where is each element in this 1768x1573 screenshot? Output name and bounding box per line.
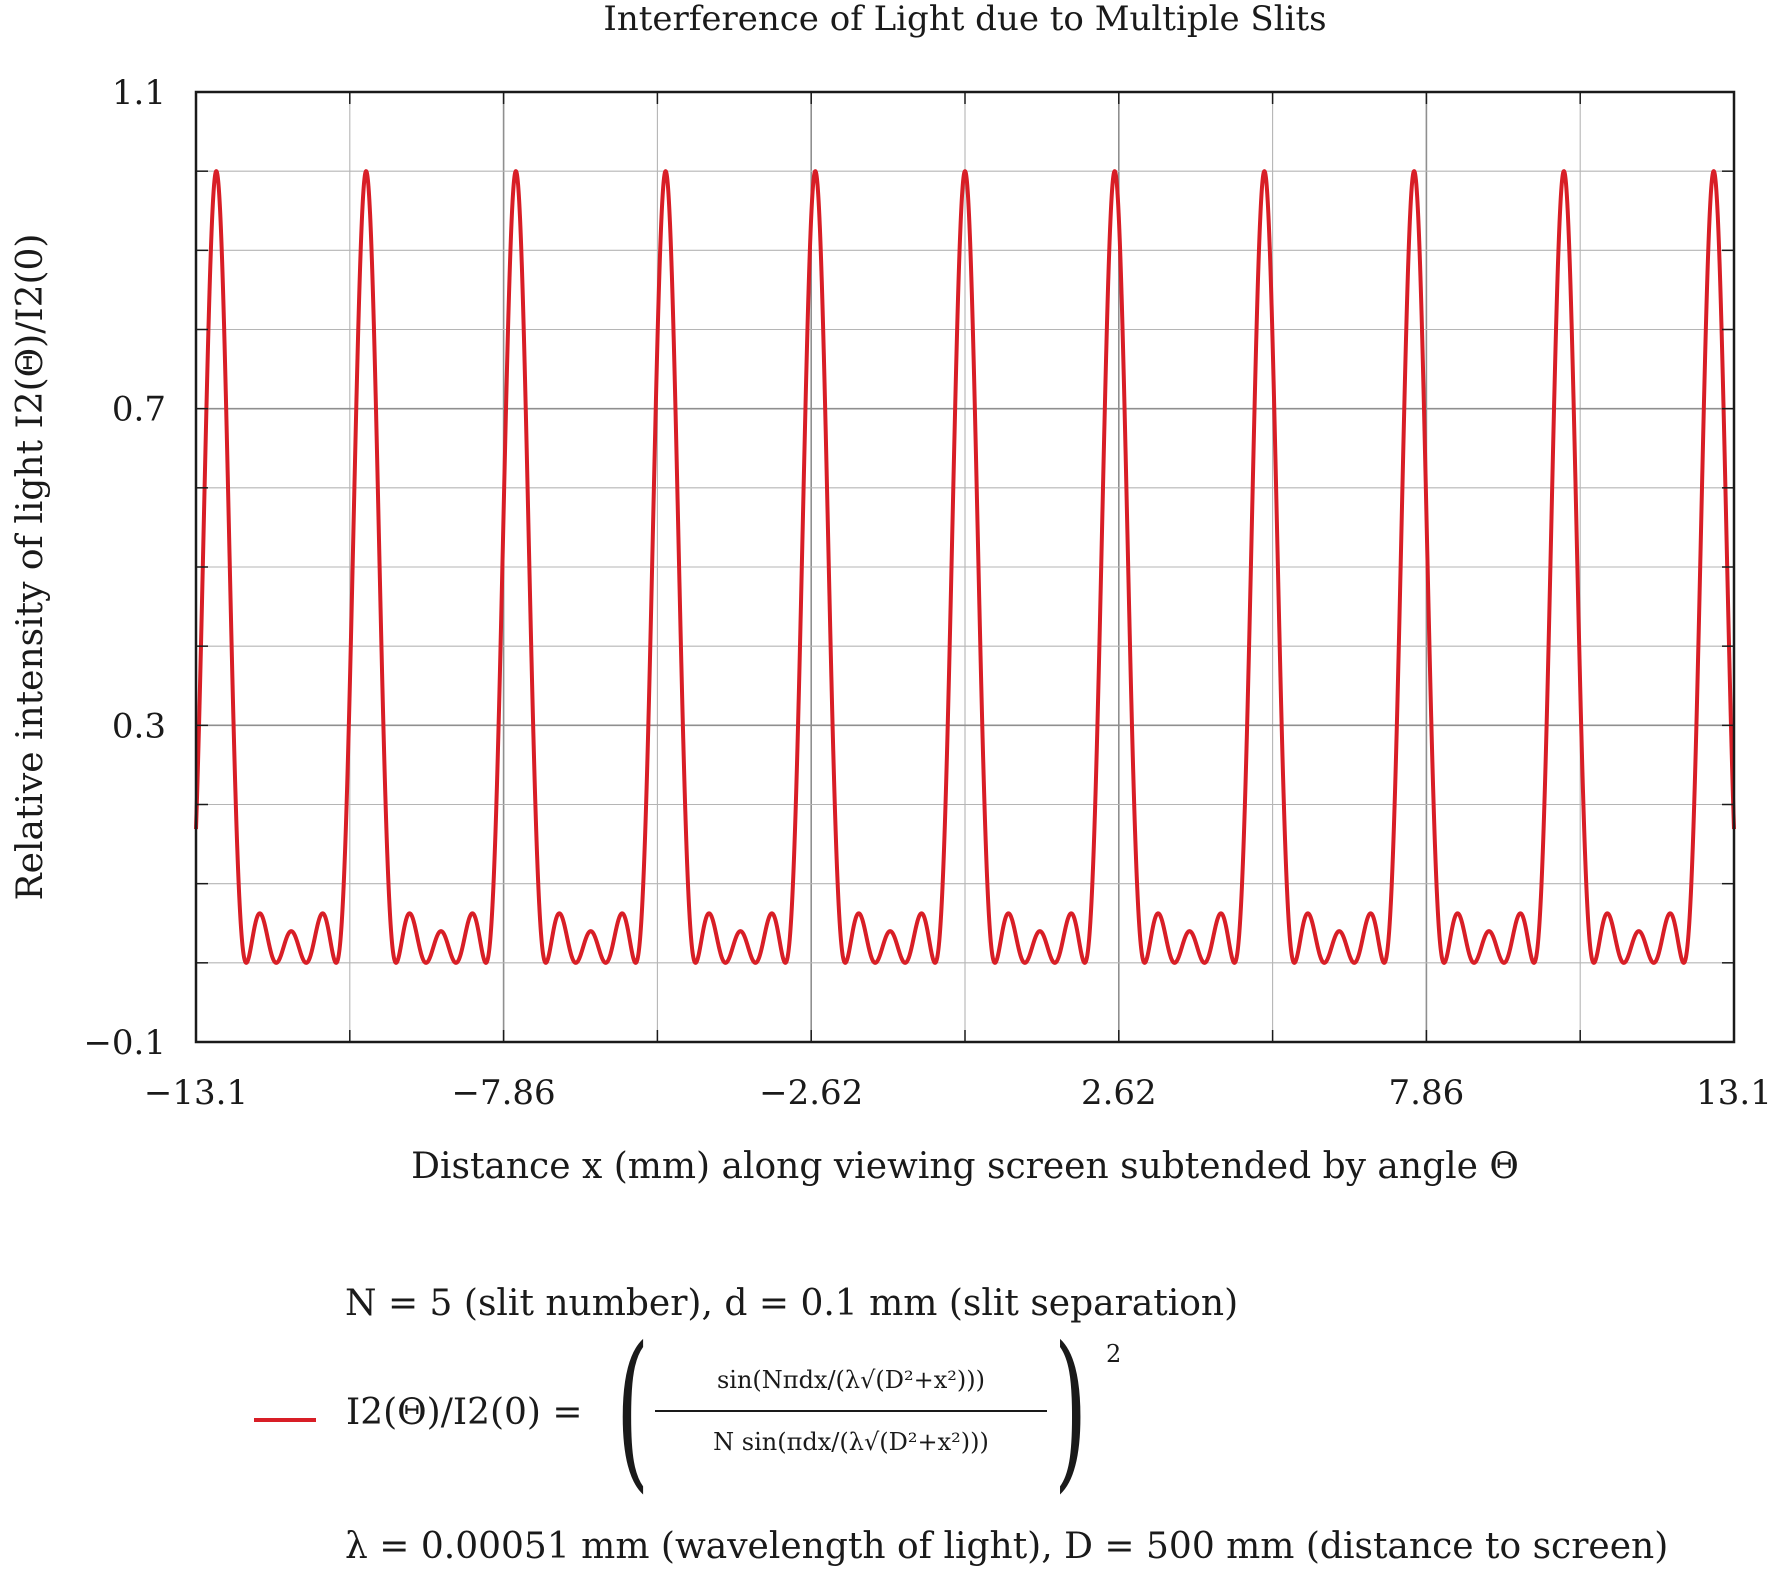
chart-title: Interference of Light due to Multiple Sl… [603,0,1326,39]
legend-numerator: sin(Nπdx/(λ√(D²+x²))) [716,1366,986,1394]
y-tick-label: −0.1 [83,1023,166,1063]
x-tick-label: −2.62 [759,1073,863,1113]
x-tick-label: 2.62 [1081,1073,1157,1113]
legend-entry: I2(Θ)/I2(0) = ( sin(Nπdx/(λ√(D²+x²))) N … [254,1325,1154,1500]
x-axis-label: Distance x (mm) along viewing screen sub… [411,1146,1519,1187]
series-group [194,169,1736,965]
left-paren-icon: ( [616,1311,650,1509]
legend-fraction: sin(Nπdx/(λ√(D²+x²))) N sin(πdx/(λ√(D²+x… [655,1350,1047,1472]
x-tick-label: 7.86 [1389,1073,1465,1113]
legend-formula-lhs: I2(Θ)/I2(0) = [346,1392,583,1433]
y-tick-label: 0.7 [112,390,166,430]
y-axis-label: Relative intensity of light I2(Θ)/I2(0) [10,234,51,901]
legend-parameters-n-d: N = 5 (slit number), d = 0.1 mm (slit se… [345,1283,1239,1324]
legend-parameters-lambda-d: λ = 0.00051 mm (wavelength of light), D … [345,1526,1669,1567]
grid [195,91,1735,1043]
right-paren-icon: ) [1054,1311,1088,1509]
x-tick-label: 13.1 [1696,1073,1768,1113]
x-tick-label: −13.1 [144,1073,248,1113]
legend-swatch [254,1418,316,1422]
x-tick-label: −7.86 [451,1073,555,1113]
series-line [194,169,1736,965]
y-tick-label: 1.1 [112,73,166,113]
ticks: −13.1 −7.86 −2.62 2.62 7.86 13.1 1.1 0.7 0.3 −0.1 [83,73,1768,1113]
legend-denominator: N sin(πdx/(λ√(D²+x²))) [655,1410,1047,1472]
y-tick-label: 0.3 [112,706,166,746]
legend-exponent: 2 [1106,1340,1122,1368]
